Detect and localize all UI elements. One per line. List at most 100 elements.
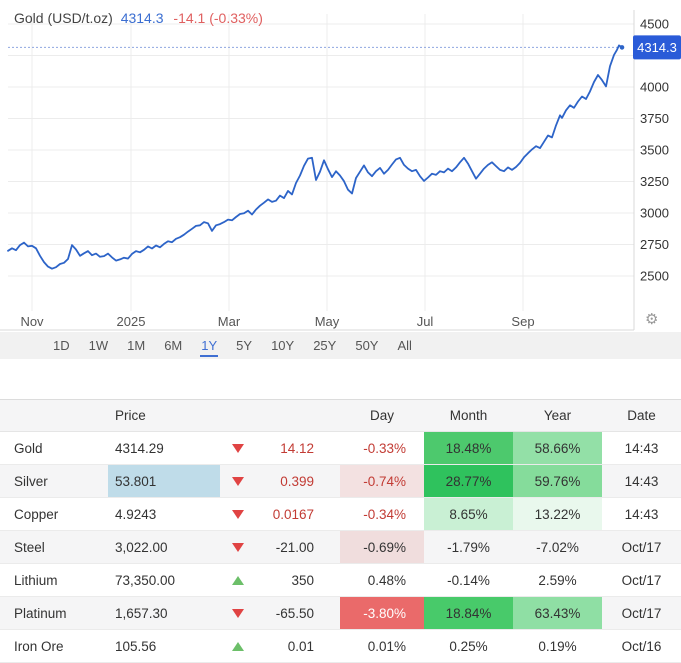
col-header-price: Price xyxy=(108,399,220,432)
year-change-cell: 0.19% xyxy=(538,638,577,654)
direction-cell xyxy=(220,597,256,630)
commodity-name[interactable]: Steel xyxy=(14,539,45,555)
month-change-cell: 28.77% xyxy=(424,464,513,498)
change-cell: -21.00 xyxy=(275,539,314,555)
chart-settings-icon[interactable]: ⚙ xyxy=(645,311,659,328)
instrument-title: Gold (USD/t.oz) xyxy=(14,10,113,26)
y-axis-tick-label: 4500 xyxy=(640,17,669,32)
price-cell: 1,657.30 xyxy=(115,605,168,621)
col-header-direction xyxy=(220,399,256,432)
up-arrow-icon xyxy=(232,575,244,585)
month-change-cell: 18.48% xyxy=(424,431,513,465)
range-button-1y[interactable]: 1Y xyxy=(200,334,219,357)
month-change-cell: -0.14% xyxy=(447,572,490,588)
day-change-cell: -0.69% xyxy=(340,530,424,564)
commodity-name[interactable]: Copper xyxy=(14,506,59,522)
y-axis-tick-label: 3750 xyxy=(640,111,669,126)
x-axis-month-label: Mar xyxy=(218,314,241,329)
price-cell: 105.56 xyxy=(115,638,157,654)
commodity-name[interactable]: Iron Ore xyxy=(14,638,64,654)
price-change-value: -14.1 (-0.33%) xyxy=(173,10,263,26)
day-change-cell: 0.48% xyxy=(367,572,406,588)
price-chart-panel: 4500 4000 3750 3500 3250 3000 2750 2500 Nov 2025 M… xyxy=(0,0,681,332)
date-cell: Oct/17 xyxy=(621,605,662,621)
range-button-1d[interactable]: 1D xyxy=(53,338,70,353)
up-arrow-icon xyxy=(232,641,244,651)
down-arrow-icon xyxy=(232,476,244,486)
direction-cell xyxy=(220,465,256,498)
change-cell: 0.01 xyxy=(287,638,314,654)
last-price-value: 4314.3 xyxy=(120,10,164,26)
direction-cell xyxy=(220,432,256,465)
commodity-name[interactable]: Platinum xyxy=(14,605,67,621)
date-cell: 14:43 xyxy=(624,440,659,456)
day-change-cell: -3.80% xyxy=(340,596,424,630)
col-header-change xyxy=(256,399,340,432)
table-row-gold[interactable]: Gold 4314.29 14.12 -0.33% 18.48% 58.66% 14:43 xyxy=(0,431,681,465)
price-cell: 3,022.00 xyxy=(115,539,168,555)
date-cell: Oct/17 xyxy=(621,539,662,555)
col-header-date: Date xyxy=(602,399,681,432)
date-cell: Oct/16 xyxy=(621,638,662,654)
range-button-all[interactable]: All xyxy=(397,338,412,353)
commodities-table: Price Day Month Year Date Gold 4314.29 14.12 -0… xyxy=(0,399,681,663)
x-axis-month-label: Nov xyxy=(20,314,44,329)
year-change-cell: 2.59% xyxy=(538,572,577,588)
year-change-cell: -7.02% xyxy=(536,539,579,555)
down-arrow-icon xyxy=(232,608,244,618)
y-axis-tick-label: 2750 xyxy=(640,237,669,252)
y-axis-tick-label: 3250 xyxy=(640,174,669,189)
month-change-cell: -1.79% xyxy=(447,539,490,555)
table-header-row: Price Day Month Year Date xyxy=(0,399,681,432)
x-axis-month-label: May xyxy=(315,314,340,329)
range-button-25y[interactable]: 25Y xyxy=(313,338,337,353)
down-arrow-icon xyxy=(232,443,244,453)
time-range-selector: 1D 1W 1M 6M 1Y 5Y 10Y 25Y 50Y All xyxy=(0,332,681,359)
x-axis-month-label: 2025 xyxy=(117,314,146,329)
price-line xyxy=(7,44,623,270)
price-cell: 53.801 xyxy=(108,464,220,498)
col-header-month: Month xyxy=(424,399,513,432)
commodity-name[interactable]: Lithium xyxy=(14,572,58,588)
table-row-platinum[interactable]: Platinum 1,657.30 -65.50 -3.80% 18.84% 63.43%… xyxy=(0,596,681,630)
table-row-steel[interactable]: Steel 3,022.00 -21.00 -0.69% -1.79% -7.02% Oct… xyxy=(0,530,681,564)
change-cell: 350 xyxy=(291,572,314,588)
range-button-6m[interactable]: 6M xyxy=(164,338,183,353)
month-change-cell: 18.84% xyxy=(424,596,513,630)
range-button-50y[interactable]: 50Y xyxy=(355,338,379,353)
chart-header: Gold (USD/t.oz) 4314.3 -14.1 (-0.33%) xyxy=(14,10,263,26)
year-change-cell: 58.66% xyxy=(513,431,602,465)
price-cell: 4.9243 xyxy=(115,506,157,522)
table-row-iron-ore[interactable]: Iron Ore 105.56 0.01 0.01% 0.25% 0.19% Oct/16 xyxy=(0,630,681,663)
year-change-cell: 13.22% xyxy=(513,497,602,531)
day-change-cell: 0.01% xyxy=(367,638,406,654)
range-button-1w[interactable]: 1W xyxy=(88,338,109,353)
y-axis-tick-label: 4000 xyxy=(640,80,669,95)
range-button-5y[interactable]: 5Y xyxy=(236,338,253,353)
month-change-cell: 0.25% xyxy=(449,638,488,654)
y-axis-tick-label: 3500 xyxy=(640,143,669,158)
day-change-cell: -0.33% xyxy=(363,440,406,456)
direction-cell xyxy=(220,630,256,663)
day-change-cell: -0.34% xyxy=(363,506,406,522)
direction-cell xyxy=(220,531,256,564)
commodity-name[interactable]: Silver xyxy=(14,473,48,489)
last-point-dot xyxy=(619,45,625,50)
year-change-cell: 59.76% xyxy=(513,464,602,498)
date-cell: 14:43 xyxy=(624,473,659,489)
table-row-lithium[interactable]: Lithium 73,350.00 350 0.48% -0.14% 2.59% Oct/1… xyxy=(0,564,681,597)
col-header-name xyxy=(0,399,108,432)
col-header-day: Day xyxy=(340,399,424,432)
change-cell: 0.399 xyxy=(280,473,314,489)
range-button-10y[interactable]: 10Y xyxy=(271,338,295,353)
table-row-copper[interactable]: Copper 4.9243 0.0167 -0.34% 8.65% 13.22% 14:43 xyxy=(0,497,681,531)
commodity-name[interactable]: Gold xyxy=(14,440,43,456)
down-arrow-icon xyxy=(232,542,244,552)
current-price-badge-label: 4314.3 xyxy=(637,40,677,55)
gold-price-chart[interactable]: 4500 4000 3750 3500 3250 3000 2750 2500 Nov 2025 M… xyxy=(0,0,681,332)
spacer xyxy=(0,359,681,399)
direction-cell xyxy=(220,498,256,531)
range-button-1m[interactable]: 1M xyxy=(127,338,146,353)
down-arrow-icon xyxy=(232,509,244,519)
table-row-silver[interactable]: Silver 53.801 0.399 -0.74% 28.77% 59.76% 14:43 xyxy=(0,464,681,498)
